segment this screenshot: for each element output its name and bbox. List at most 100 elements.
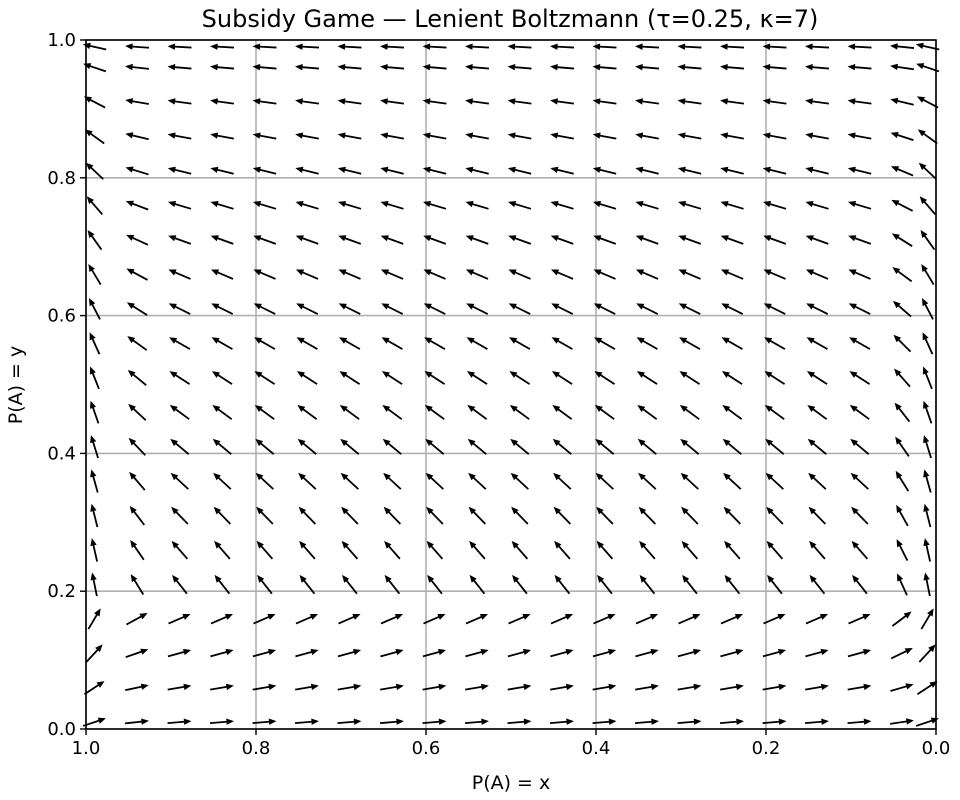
field-arrow [551, 337, 573, 350]
field-arrow [169, 371, 191, 385]
field-arrow [721, 303, 744, 315]
field-arrow [890, 648, 913, 660]
field-arrow [380, 132, 404, 140]
field-arrow [635, 613, 659, 625]
field-arrow [550, 43, 575, 50]
field-arrow [126, 612, 148, 626]
field-arrow [209, 718, 234, 725]
field-arrow [380, 63, 405, 71]
field-arrow [805, 43, 830, 50]
field-arrow [423, 269, 446, 280]
field-arrow [550, 613, 574, 625]
field-arrow [720, 201, 744, 210]
field-arrow [465, 235, 489, 245]
field-arrow [920, 230, 936, 251]
field-arrow [338, 613, 361, 625]
field-arrow [465, 648, 489, 658]
field-arrow [125, 648, 149, 659]
field-arrow [890, 63, 915, 71]
field-arrow [298, 506, 317, 525]
field-arrow [338, 269, 361, 280]
field-arrow [805, 201, 829, 210]
field-arrow [130, 574, 145, 595]
field-arrow [84, 129, 105, 145]
field-arrow [88, 263, 102, 286]
field-arrow [253, 201, 277, 210]
field-arrow [426, 506, 444, 525]
field-arrow [592, 98, 617, 105]
field-arrow [766, 506, 784, 525]
field-arrow [550, 132, 574, 140]
field-arrow [762, 98, 787, 105]
field-arrow [678, 269, 701, 280]
field-arrow [720, 43, 745, 50]
field-arrow [808, 472, 827, 490]
field-arrow [295, 166, 319, 175]
field-arrow [294, 718, 319, 725]
field-arrow [252, 166, 277, 175]
x-tick-label: 0.2 [752, 738, 781, 759]
field-arrow [917, 129, 938, 145]
field-arrow [550, 235, 574, 245]
field-arrow [423, 235, 447, 245]
field-arrow [850, 472, 869, 490]
field-arrow [592, 63, 617, 71]
field-arrow [890, 166, 914, 177]
field-arrow [677, 648, 702, 658]
field-arrow [210, 201, 234, 210]
field-arrow [383, 472, 402, 490]
field-arrow [254, 371, 276, 385]
field-arrow [465, 269, 489, 280]
field-arrow [337, 43, 362, 50]
field-arrow [125, 683, 149, 692]
field-arrow [465, 683, 489, 691]
field-arrow [849, 371, 871, 385]
field-arrow [891, 233, 913, 247]
field-arrow [213, 472, 232, 490]
field-arrow [923, 538, 931, 562]
field-arrow [295, 269, 319, 280]
field-arrow [424, 337, 446, 350]
field-arrow [635, 683, 659, 691]
field-arrow [922, 332, 934, 355]
field-arrow [423, 303, 446, 315]
field-arrow [169, 337, 191, 350]
field-arrow [720, 683, 744, 691]
field-arrow [895, 470, 910, 492]
field-arrow [214, 540, 231, 560]
field-arrow [255, 472, 274, 490]
field-arrow [549, 718, 574, 725]
field-arrow [507, 63, 532, 71]
field-arrow [894, 368, 911, 388]
field-arrow [682, 574, 698, 595]
field-arrow [593, 235, 617, 245]
field-arrow [553, 506, 572, 525]
field-arrow [384, 574, 401, 595]
field-arrow [341, 506, 359, 525]
field-arrow [639, 574, 656, 595]
field-arrow [384, 540, 401, 560]
field-arrow [210, 166, 234, 175]
field-arrow [465, 166, 489, 175]
field-arrow [596, 540, 614, 560]
field-arrow [807, 404, 828, 420]
field-arrow [678, 303, 701, 315]
field-arrow [465, 132, 489, 140]
field-arrow [592, 166, 617, 175]
field-arrow [339, 404, 360, 420]
field-arrow [921, 263, 935, 286]
field-arrow [638, 506, 657, 525]
field-arrow [90, 503, 99, 528]
field-arrow [921, 298, 934, 320]
field-arrow [851, 506, 869, 525]
x-tick-label: 0.4 [582, 738, 611, 759]
field-arrow [890, 132, 914, 142]
field-arrow [252, 683, 277, 691]
field-arrow [635, 201, 659, 210]
field-arrow [89, 332, 101, 355]
field-arrow [677, 43, 702, 50]
field-arrow [380, 269, 404, 280]
field-arrow [424, 404, 445, 420]
field-arrow [720, 269, 744, 280]
